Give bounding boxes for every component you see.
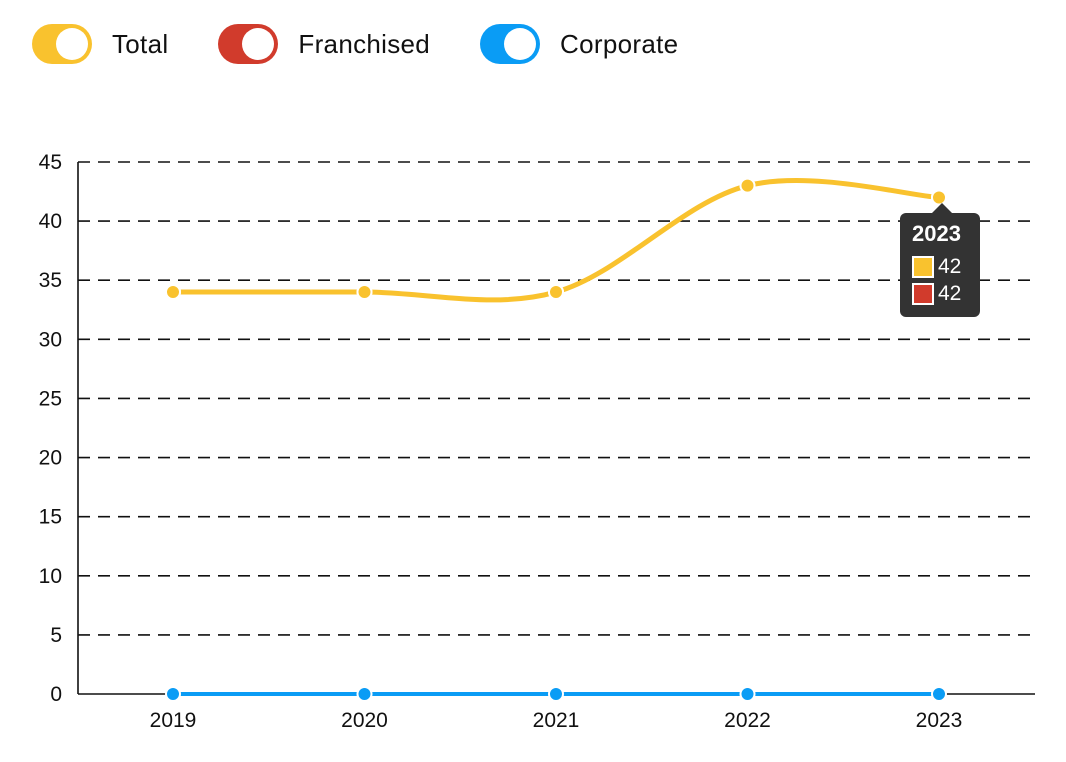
data-point-corporate <box>739 686 756 702</box>
legend-item-total[interactable]: Total <box>32 24 168 64</box>
y-tick-label: 40 <box>39 210 62 233</box>
y-tick-label: 10 <box>39 565 62 588</box>
tooltip-value-franchised: 42 <box>938 281 962 305</box>
data-point-corporate <box>165 686 181 702</box>
x-tick-label: 2020 <box>341 709 388 732</box>
tooltip-row-total: 42 <box>912 253 968 280</box>
franchised-toggle[interactable] <box>218 24 279 64</box>
data-point-total <box>165 284 181 301</box>
legend-label-franchised: Franchised <box>298 28 431 59</box>
data-point-total <box>548 284 564 301</box>
legend: Total Franchised Corporate <box>32 24 728 64</box>
data-point-corporate <box>356 686 373 702</box>
legend-item-corporate[interactable]: Corporate <box>480 24 678 64</box>
data-point-total <box>739 177 756 194</box>
x-tick-label: 2021 <box>533 709 580 732</box>
legend-label-total: Total <box>112 28 169 59</box>
tooltip-arrow <box>932 203 952 213</box>
data-point-total <box>356 284 373 301</box>
tooltip-value-total: 42 <box>938 254 962 278</box>
tooltip-swatch-franchised <box>912 282 934 305</box>
data-point-corporate <box>931 686 947 702</box>
y-tick-label: 45 <box>39 151 62 174</box>
x-tick-label: 2022 <box>724 709 771 732</box>
legend-item-franchised[interactable]: Franchised <box>218 24 430 64</box>
legend-label-corporate: Corporate <box>560 28 679 59</box>
tooltip-title: 2023 <box>912 221 961 246</box>
tooltip: 2023 42 42 <box>900 203 980 317</box>
tooltip-row-franchised: 42 <box>912 280 968 307</box>
series-line-total <box>170 178 942 303</box>
y-tick-label: 20 <box>39 447 62 470</box>
x-tick-label: 2023 <box>916 709 963 732</box>
data-point-corporate <box>548 686 564 702</box>
x-tick-label: 2019 <box>150 709 197 732</box>
corporate-toggle[interactable] <box>480 24 541 64</box>
y-tick-label: 25 <box>39 387 62 410</box>
tooltip-swatch-total <box>912 255 934 278</box>
series-line-franchised <box>171 178 941 302</box>
total-toggle[interactable] <box>32 24 92 64</box>
y-tick-label: 15 <box>39 506 62 529</box>
y-tick-label: 35 <box>39 269 62 292</box>
y-tick-label: 30 <box>39 328 62 351</box>
y-tick-label: 0 <box>50 683 62 706</box>
y-tick-label: 5 <box>50 624 62 647</box>
